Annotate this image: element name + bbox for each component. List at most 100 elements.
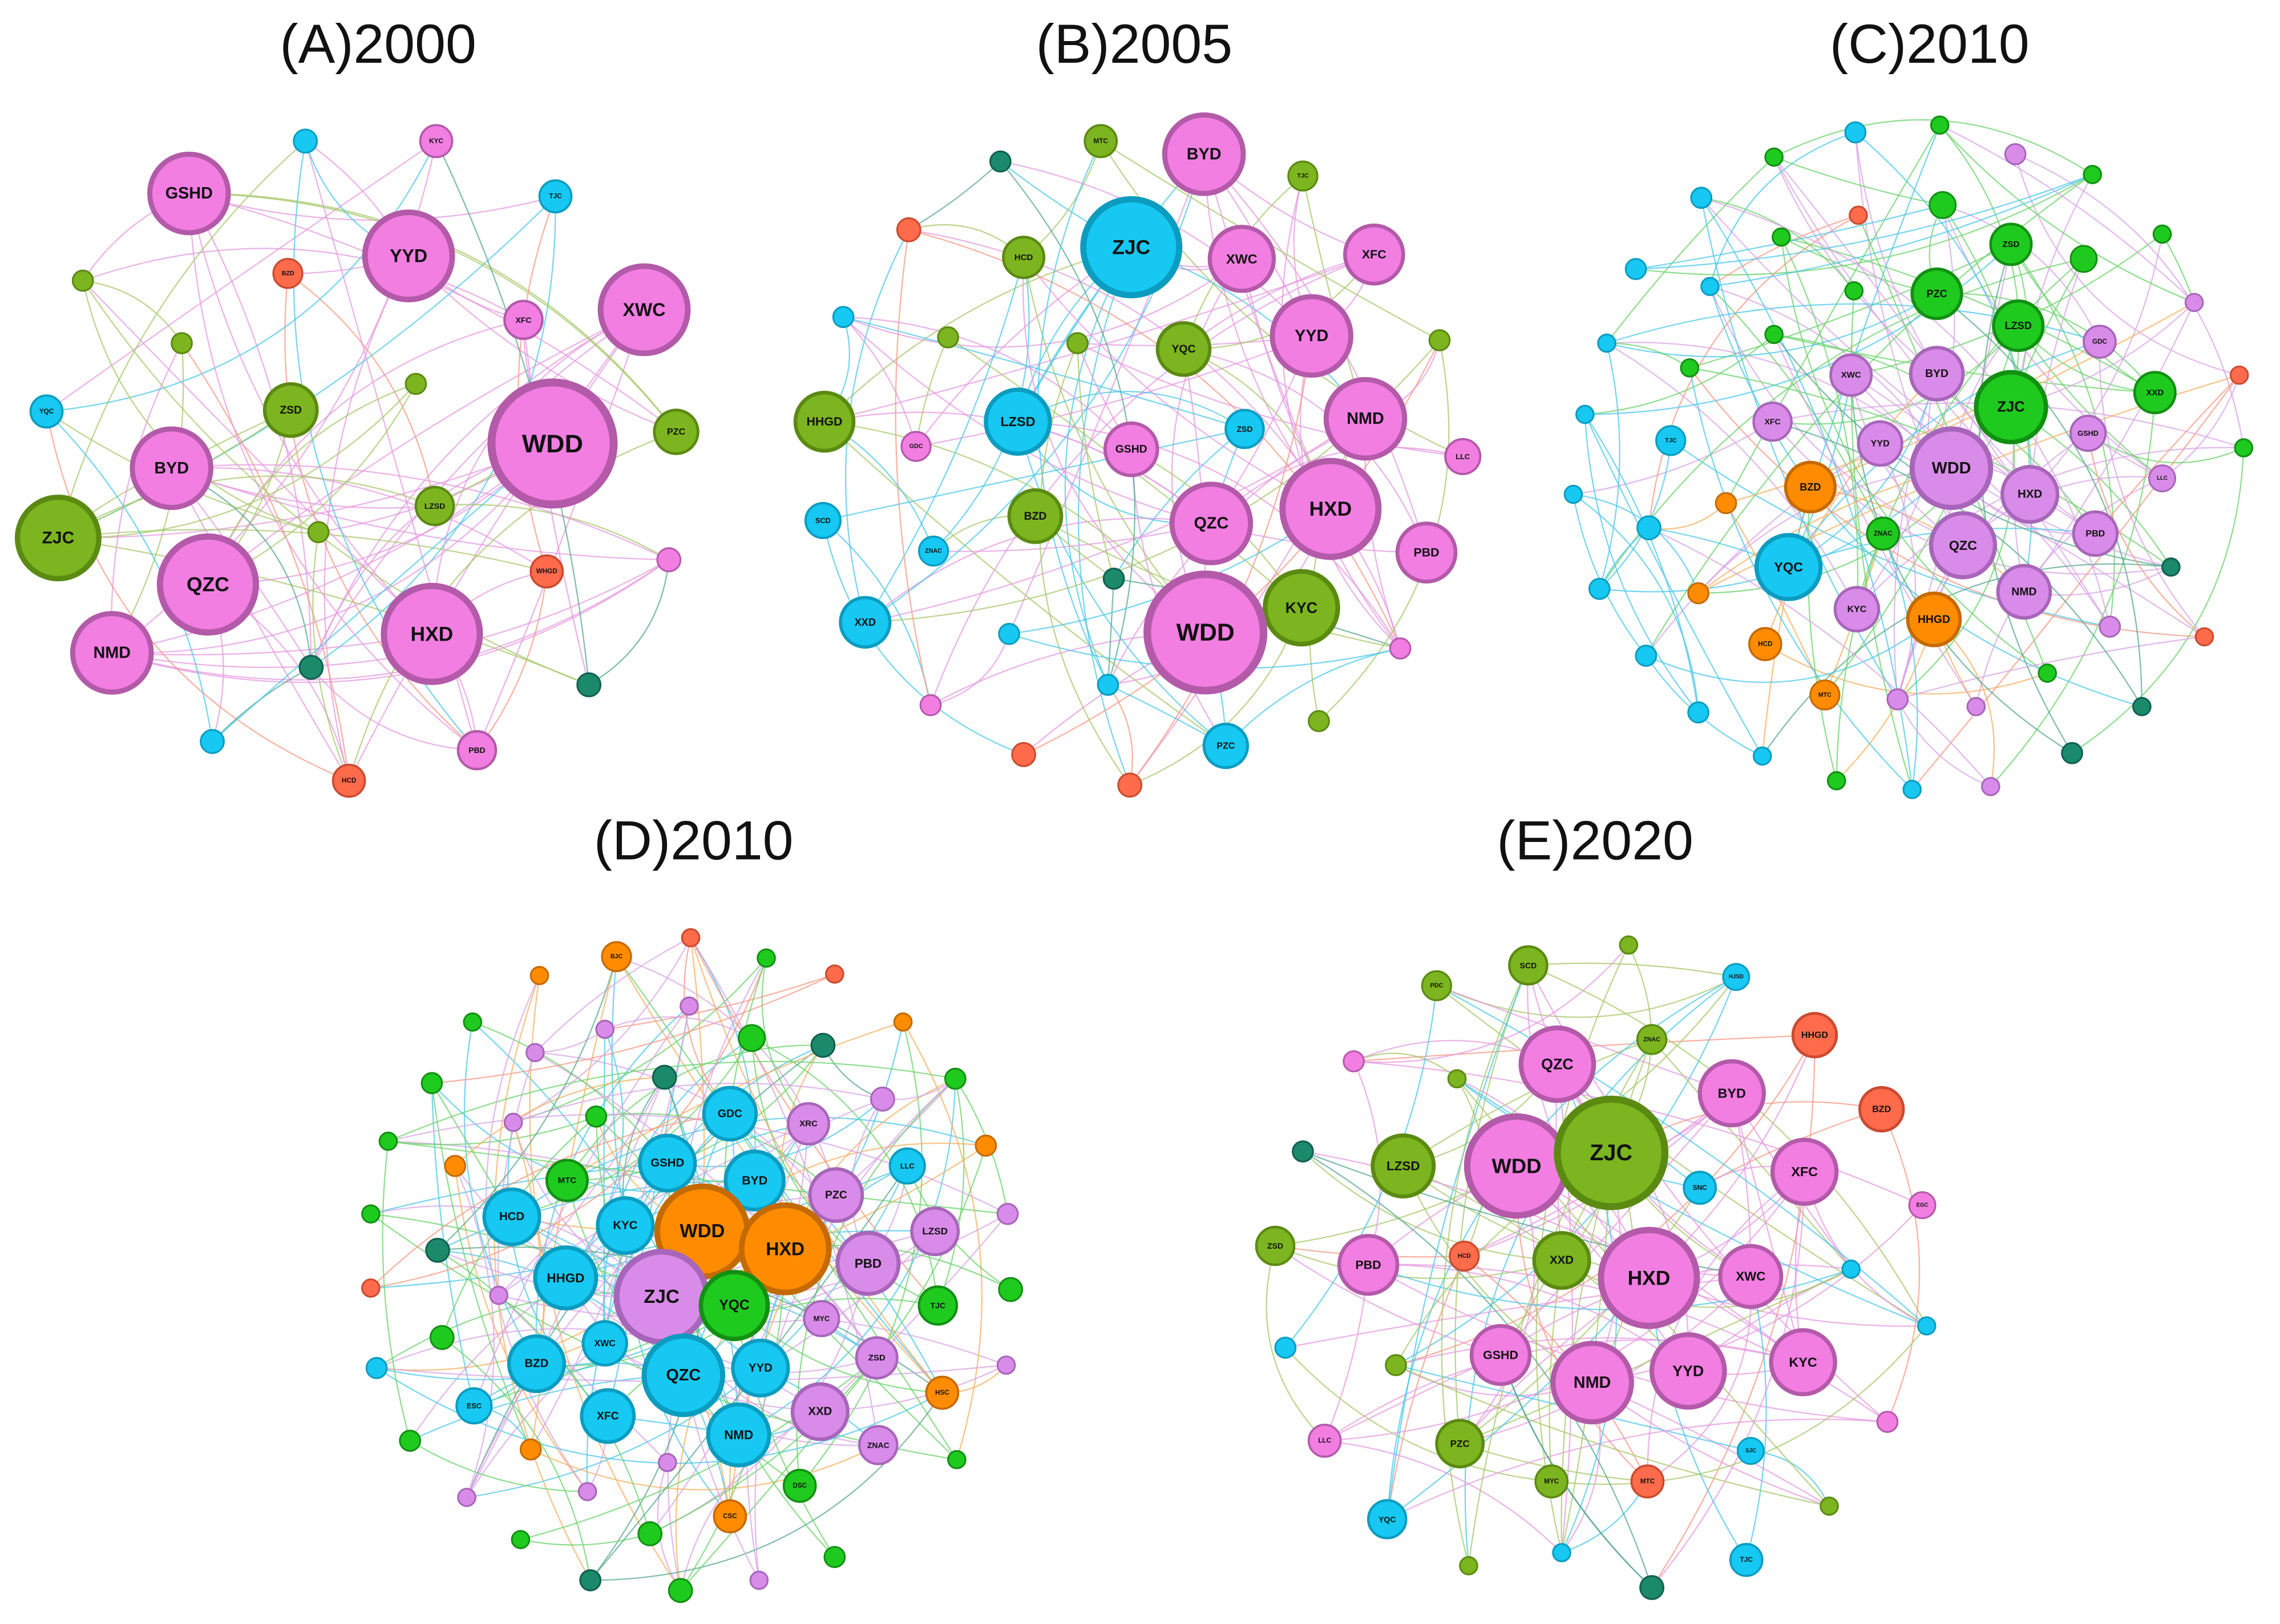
- edge: [1402, 1039, 1652, 1167]
- node-label: XWC: [1841, 370, 1861, 380]
- node: [293, 128, 318, 154]
- node: [858, 1425, 899, 1465]
- edge: [754, 1078, 956, 1581]
- edge: [518, 196, 556, 572]
- node: [702, 1086, 758, 1142]
- node: [463, 1012, 483, 1032]
- node-label: HSC: [935, 1389, 949, 1396]
- node-label: TJC: [1665, 437, 1676, 444]
- node-label: HCD: [1458, 1253, 1471, 1259]
- node: [803, 1300, 840, 1338]
- edge: [370, 958, 767, 1289]
- node-label: MYC: [814, 1314, 830, 1323]
- edge: [370, 1113, 730, 1289]
- node-label: LZSD: [425, 501, 446, 511]
- edge: [324, 256, 410, 781]
- edge: [821, 1318, 1006, 1366]
- node: [529, 554, 564, 589]
- node-label: LZSD: [2005, 320, 2032, 331]
- node-label: KYC: [613, 1220, 637, 1232]
- node: [910, 1206, 960, 1257]
- node-label: GSHD: [650, 1157, 684, 1169]
- node: [998, 1277, 1024, 1302]
- node: [585, 1105, 608, 1128]
- edge: [1107, 684, 1133, 785]
- node: [947, 1450, 967, 1469]
- node-label: ZSD: [1236, 424, 1252, 434]
- node-label: HHGD: [1801, 1030, 1828, 1040]
- node-label: SCD: [1520, 961, 1537, 970]
- edge: [112, 443, 553, 654]
- node-label: MTC: [558, 1176, 577, 1185]
- node-label: YYD: [1871, 438, 1890, 448]
- node: [2132, 696, 2152, 716]
- node: [989, 150, 1012, 173]
- node-label: PDC: [1430, 982, 1444, 989]
- edge: [1937, 293, 2156, 393]
- node-label: PBD: [855, 1256, 882, 1270]
- node-label: QZC: [187, 573, 229, 596]
- node: [1518, 1025, 1596, 1103]
- node: [757, 948, 776, 968]
- edge: [908, 229, 1331, 509]
- node: [533, 1245, 599, 1311]
- node: [1308, 710, 1330, 732]
- edge: [2099, 342, 2205, 638]
- node: [937, 326, 959, 349]
- node: [1729, 1542, 1764, 1577]
- edge: [1599, 343, 1620, 589]
- node: [362, 209, 455, 303]
- node: [444, 1155, 467, 1177]
- node: [870, 1086, 895, 1112]
- edge: [1881, 1109, 1921, 1423]
- edge: [1648, 214, 1859, 528]
- node-label: GDC: [718, 1107, 742, 1120]
- node: [421, 1072, 443, 1095]
- edge: [463, 1022, 537, 1364]
- edge: [916, 335, 1312, 447]
- node-label: PZC: [667, 427, 686, 437]
- node: [2133, 371, 2177, 415]
- node-label: XFC: [515, 315, 531, 325]
- node-label: EGC: [1917, 1202, 1929, 1208]
- node: [1292, 1140, 1314, 1163]
- edge: [431, 973, 835, 1084]
- edge: [497, 1052, 536, 1295]
- node: [1588, 577, 1611, 600]
- edge: [1023, 257, 1331, 510]
- node: [1207, 225, 1276, 293]
- node: [888, 1147, 926, 1185]
- node-label: HXD: [411, 622, 454, 645]
- node-label: ZNAC: [1643, 1036, 1660, 1043]
- edge: [83, 280, 183, 344]
- edge: [472, 1021, 668, 1164]
- edge: [1017, 391, 1246, 430]
- edge: [310, 667, 477, 751]
- edge: [843, 258, 1243, 348]
- edge: [189, 192, 677, 432]
- node: [984, 387, 1052, 456]
- node: [596, 1196, 655, 1256]
- node: [1639, 1575, 1664, 1601]
- node: [1002, 236, 1046, 280]
- edge: [207, 309, 645, 585]
- edge: [2071, 448, 2245, 754]
- node-label: ZNAC: [1874, 530, 1893, 537]
- edge: [1077, 342, 1463, 457]
- node-label: QZC: [1949, 538, 1978, 553]
- edge: [171, 464, 669, 561]
- node: [1552, 1543, 1571, 1562]
- edge: [1911, 374, 2240, 790]
- node: [1909, 426, 1994, 511]
- edge: [1324, 1339, 1804, 1441]
- node: [1395, 521, 1458, 584]
- edge: [1773, 334, 2096, 534]
- edge: [822, 520, 1024, 755]
- node: [1752, 401, 1793, 442]
- node: [738, 1024, 766, 1052]
- edge: [1077, 343, 1115, 579]
- panel-title: (D)2010: [594, 809, 794, 872]
- node-label: LLC: [900, 1162, 915, 1171]
- node: [786, 1102, 830, 1146]
- edge: [930, 633, 1010, 706]
